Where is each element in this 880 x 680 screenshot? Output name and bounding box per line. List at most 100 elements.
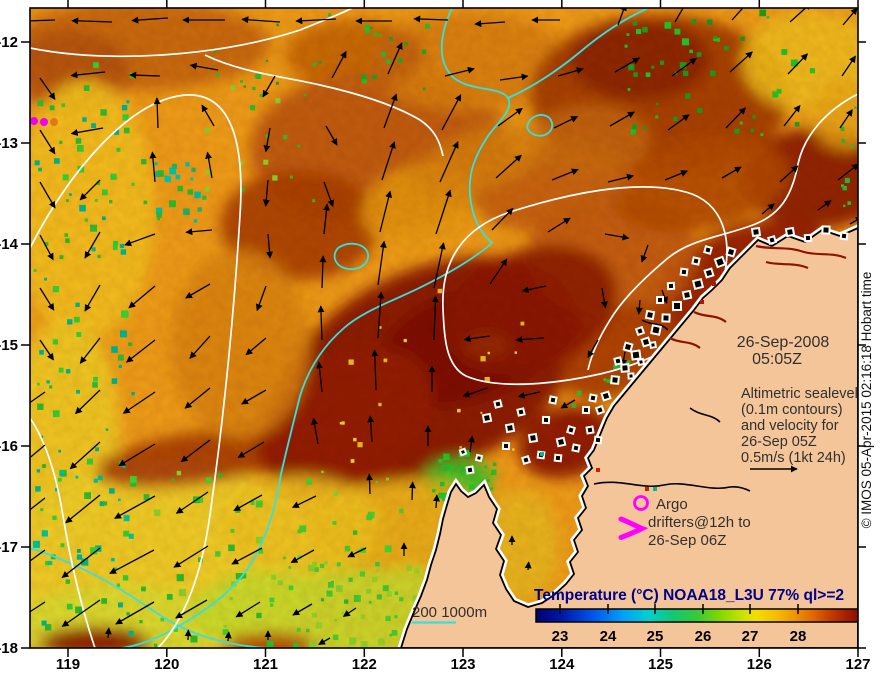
velocity-arrow	[367, 415, 375, 443]
lat-tick-label: -18	[0, 640, 18, 657]
velocity-arrow	[462, 387, 489, 398]
velocity-arrow	[39, 339, 54, 361]
velocity-arrow	[849, 216, 858, 225]
velocity-arrow	[292, 603, 313, 616]
velocity-arrow	[779, 165, 799, 183]
velocity-arrow	[79, 179, 101, 201]
velocity-arrow	[205, 151, 213, 179]
velocity-arrow	[431, 295, 439, 341]
velocity-arrow	[319, 255, 327, 289]
island	[637, 328, 643, 334]
colorbar-title: Temperature (°C) NOAA18_L3U 77% ql>=2	[534, 587, 844, 604]
island	[503, 443, 509, 449]
velocity-arrow	[39, 181, 56, 209]
island	[663, 315, 669, 321]
sealevel-contour	[204, 54, 444, 157]
lon-tick-label: 127	[845, 656, 870, 673]
velocity-arrow	[674, 8, 688, 23]
velocity-arrow	[433, 242, 446, 289]
island	[507, 425, 513, 431]
island	[823, 227, 829, 233]
velocity-arrow	[262, 75, 276, 98]
colorbar: Temperature (°C) NOAA18_L3U 77% ql>=2 23…	[534, 587, 858, 645]
coastal-inlet	[693, 311, 727, 323]
velocity-arrow	[39, 129, 56, 155]
velocity-arrow	[587, 339, 599, 359]
velocity-arrow	[180, 439, 211, 463]
velocity-arrow	[553, 116, 579, 129]
map-annotations: 26-Sep-2008 05:05Z Altimetric sealevel(0…	[412, 334, 858, 645]
argo-marker-icon	[633, 495, 649, 511]
coastal-inlet	[765, 260, 809, 270]
velocity-arrow	[463, 335, 491, 343]
island	[568, 427, 574, 433]
time-label: 05:05Z	[752, 351, 802, 368]
velocity-arrow	[331, 50, 347, 79]
drifters-label-line2: 26-Sep 06Z	[648, 532, 726, 549]
velocity-arrow	[231, 547, 263, 565]
velocity-arrow	[325, 125, 338, 146]
island	[684, 292, 690, 298]
velocity-arrow	[295, 17, 337, 25]
velocity-arrow	[515, 336, 545, 344]
bathymetry-contours	[30, 8, 649, 648]
river-lines	[593, 319, 751, 492]
lon-tick-label: 122	[352, 656, 377, 673]
velocity-arrow	[39, 234, 54, 261]
velocity-arrow	[79, 337, 101, 364]
velocity-arrow	[444, 66, 475, 77]
velocity-arrow	[128, 285, 156, 309]
colorbar-ticks: 23 24 25 26 27 28	[552, 604, 806, 645]
axis-ticks	[21, 0, 866, 657]
velocity-arrow	[262, 179, 270, 207]
island-pixel	[645, 487, 649, 491]
velocity-arrow	[640, 244, 649, 263]
velocity-arrow	[467, 435, 475, 453]
archipelago-islands	[458, 225, 849, 491]
island	[573, 445, 579, 451]
altimetric-caption-line: (0.1m contours)	[741, 402, 843, 418]
velocity-arrow	[149, 151, 157, 183]
river-line	[641, 319, 669, 331]
velocity-arrow	[61, 547, 101, 579]
altimetric-caption: Altimetric sealevel(0.1m contours)and ve…	[741, 386, 858, 466]
velocity-arrow	[114, 495, 156, 519]
altimetric-caption-line: 0.5m/s (1kt 24h)	[741, 450, 846, 466]
island	[590, 395, 596, 401]
velocity-arrow	[84, 231, 101, 259]
velocity-arrow	[435, 189, 452, 235]
velocity-arrow	[664, 170, 688, 181]
island	[787, 229, 793, 235]
velocity-arrow	[30, 444, 46, 459]
velocity-arrow	[185, 283, 211, 299]
island	[705, 247, 711, 253]
island	[841, 233, 847, 239]
velocity-arrow	[731, 8, 744, 21]
velocity-arrow	[291, 495, 317, 508]
sealevel-contour	[30, 417, 96, 648]
velocity-arrow	[671, 57, 697, 77]
lon-tick-label: 126	[747, 656, 772, 673]
colorbar-tick-label: 23	[552, 628, 569, 645]
velocity-arrow	[69, 441, 101, 470]
velocity-arrow	[153, 97, 161, 129]
island	[727, 248, 735, 256]
velocity-arrow	[635, 299, 643, 315]
velocity-arrow	[721, 166, 742, 179]
velocity-arrow	[263, 127, 271, 153]
velocity-arrow	[173, 545, 209, 568]
island	[558, 439, 564, 445]
altimetric-caption-line: 26-Sep 05Z	[741, 434, 817, 450]
velocity-arrow	[237, 441, 265, 459]
velocity-vectors	[30, 8, 858, 646]
island	[769, 237, 775, 243]
lat-tick-label: -12	[0, 34, 18, 51]
velocity-arrow	[290, 549, 315, 564]
velocity-arrow	[245, 337, 267, 356]
velocity-arrow	[266, 233, 274, 259]
velocity-arrow	[175, 491, 209, 514]
velocity-arrow	[560, 399, 576, 409]
velocity-arrow	[377, 291, 385, 339]
island	[705, 269, 713, 277]
velocity-arrow	[761, 203, 775, 215]
